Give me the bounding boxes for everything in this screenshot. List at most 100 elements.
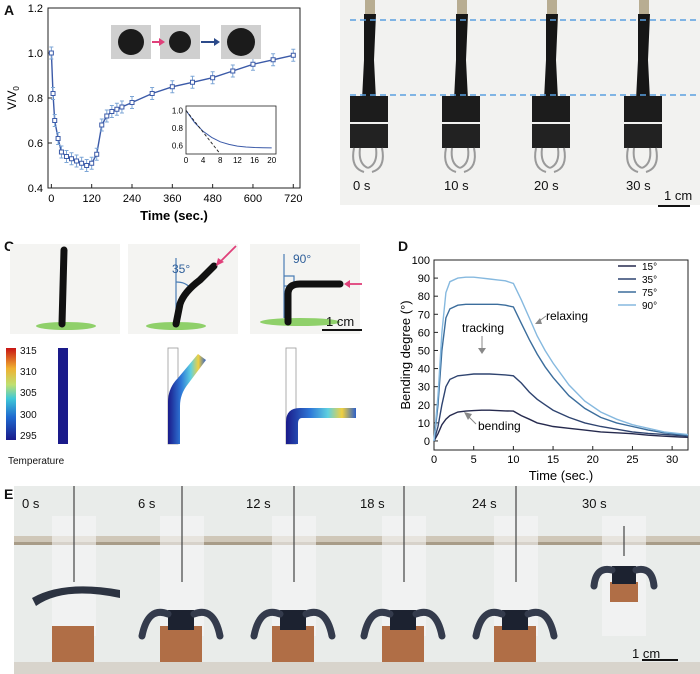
sim-rod-90 [286,408,356,444]
data-point [270,57,276,63]
x-tick-label: 30 [666,454,678,466]
time-label-e-5: 30 s [582,496,607,511]
y-tick-label: 60 [418,327,430,339]
y-tick-label: 100 [412,255,430,267]
annotation-arrow-head [464,412,472,420]
x-tick-label: 0 [48,193,54,205]
y-tick-label: 0.8 [28,93,43,105]
data-point [114,106,120,112]
cargo-block [610,582,638,602]
panel-c-illustration [6,244,362,445]
clip-handles [534,147,566,173]
gripper-arms [250,608,336,640]
series-line-2 [433,303,689,442]
binder-clip-2 [350,124,388,148]
colorbar-tick-315: 315 [20,346,37,357]
series-line-3 [433,276,689,442]
colorbar-tick-295: 295 [20,431,37,442]
colorbar-tick-305: 305 [20,388,37,399]
gripper-body [612,566,636,584]
cargo-block [160,626,202,662]
binder-clip-1 [442,96,480,122]
sample-strip [636,14,650,100]
y-tick-label: 30 [418,382,430,394]
y-tick-label: 20 [418,400,430,412]
time-label-e-4: 24 s [472,496,497,511]
x-tick-label: 20 [587,454,599,466]
binder-clip-2 [442,124,480,148]
walker-frame-5 [590,516,658,636]
inset-x-tick-label: 16 [250,156,259,165]
y-axis-label: V/V0 [5,86,21,110]
x-tick-label: 0 [431,454,437,466]
soft-gripper [32,586,120,606]
panel-letter-c: C [4,238,15,254]
colorbar-tick-300: 300 [20,410,37,421]
y-axis-label: Bending degree (°) [398,300,413,409]
sample-photo-3 [227,28,255,56]
binder-clip-1 [624,96,662,122]
legend-label-0: 15° [642,262,657,273]
data-point [109,109,115,114]
cargo-block [52,626,94,662]
legend-label-1: 35° [642,275,657,286]
clamp-top [457,0,467,14]
gripper-arms [590,565,658,590]
hanging-sample-0 [350,0,388,173]
x-tick-label: 480 [203,193,221,205]
arrow-pink-icon [216,258,224,266]
chart-d: 0 5 10 15 20 25 30 0 10 20 30 40 50 60 70 80 90 100 Time (… [398,255,689,483]
sample-strip [362,14,376,100]
sample-strip [544,14,558,100]
sim-rod-35 [168,354,206,444]
data-point [52,118,58,123]
gripper-arms [138,608,224,640]
scale-label-e: 1 cm [632,646,661,661]
data-point [79,160,85,166]
data-point [94,151,100,157]
x-tick-label: 10 [507,454,519,466]
x-tick-label: 360 [163,193,181,205]
legend-label-2: 75° [642,288,657,299]
panel-e-illustration [14,486,700,674]
series-line-0 [433,409,689,442]
gripper-arms [472,608,558,640]
data-point [290,52,296,58]
annotation-arrow-head [535,318,542,324]
inset-y-tick-label: 0.6 [172,141,184,150]
walker-frame-3 [360,486,446,662]
binder-clip-2 [532,124,570,148]
series-line-1 [433,373,689,442]
arrow-pink-icon [159,38,165,46]
gripper-body [390,610,416,630]
sample-photo-strip [111,25,261,59]
data-point [129,100,135,105]
panel-letter-e: E [4,486,14,502]
y-tick-label: 1.0 [28,48,43,60]
data-point [63,154,69,159]
y-tick-label: 70 [418,309,430,321]
binder-clip-1 [532,96,570,122]
inset-x-tick-label: 0 [184,156,189,165]
panel-letter-a: A [4,2,15,18]
walker-frame-2 [250,486,336,662]
inset-dashed-line [185,110,221,155]
data-point [69,156,75,162]
time-label-e-3: 18 s [360,496,385,511]
clamp-top [365,0,375,14]
hanging-sample-3 [624,0,662,173]
walker-frame-1 [138,486,224,662]
time-label-b-0: 0 s [353,178,371,193]
cargo-block [494,626,536,662]
binder-clip-1 [350,96,388,122]
hanging-sample-2 [532,0,570,173]
inset-x-tick-label: 12 [233,156,242,165]
y-tick-label: 0 [424,436,430,448]
x-tick-label: 240 [123,193,141,205]
colorbar [6,348,16,440]
x-tick-label: 15 [547,454,559,466]
gripper-body [502,610,528,630]
y-tick-label: 50 [418,345,430,357]
data-point [55,136,61,141]
legend-label-3: 90° [642,301,657,312]
